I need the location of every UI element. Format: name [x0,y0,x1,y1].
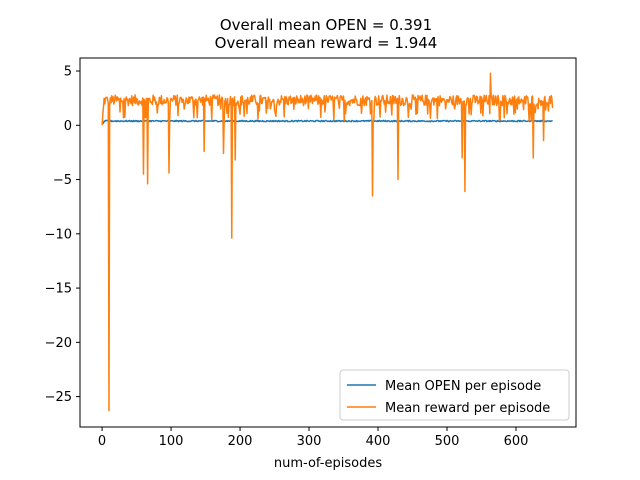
legend-box [339,369,570,421]
y-tick-label: −5 [53,173,72,188]
x-tick-label: 500 [435,434,460,449]
y-tick-label: −15 [45,282,72,297]
plot-series [101,72,554,412]
y-tick-label: −10 [45,227,72,242]
plot-frame [79,57,577,428]
x-tick-label: 0 [98,434,106,449]
series-line-reward [101,72,554,412]
y-tick-label: 0 [64,119,72,134]
x-tick-label: 300 [297,434,322,449]
x-tick-label: 200 [228,434,253,449]
chart-title-line-2: Overall mean reward = 1.944 [215,34,438,52]
legend-label-reward: Mean reward per episode [385,401,550,416]
x-axis-label: num-of-episodes [274,456,382,471]
legend: Mean OPEN per episode Mean reward per ep… [339,369,570,421]
x-tick-label: 600 [504,434,529,449]
series-line-open [102,119,553,124]
x-tick-label: 100 [159,434,184,449]
y-tick-label: −20 [45,336,72,351]
legend-label-open: Mean OPEN per episode [385,379,541,394]
x-tick-label: 400 [366,434,391,449]
y-tick-label: −25 [45,390,72,405]
y-tick-label: 5 [64,65,72,80]
chart-title-line-1: Overall mean OPEN = 0.391 [220,16,432,34]
axis-ticks: 0 100 200 300 400 500 600 5 0 −5 −10 −15 −20 −25 [45,65,529,449]
